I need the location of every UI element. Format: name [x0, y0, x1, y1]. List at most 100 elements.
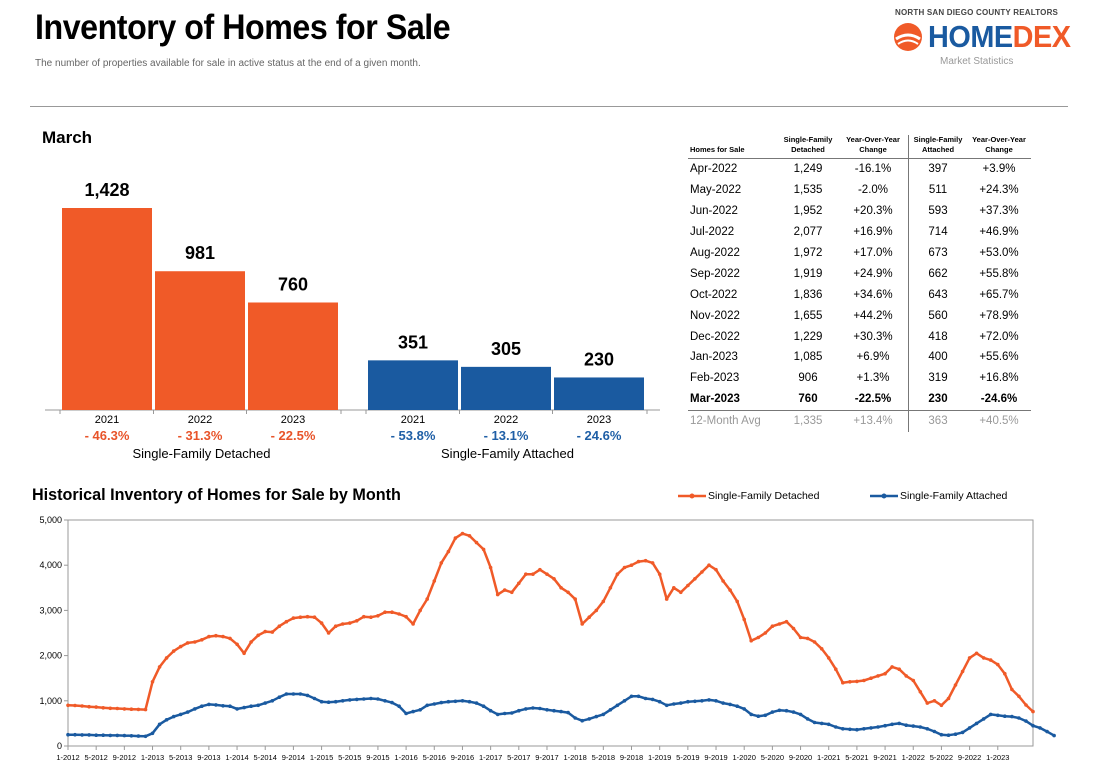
data-point-detached — [524, 572, 528, 576]
data-point-attached — [531, 706, 535, 710]
data-point-attached — [510, 711, 514, 715]
data-point-attached — [383, 699, 387, 703]
data-point-detached — [918, 690, 923, 694]
data-point-attached — [777, 708, 782, 713]
brand-name: HOMEDEX — [928, 19, 1071, 55]
data-point-detached — [629, 563, 634, 567]
data-point-attached — [129, 734, 134, 738]
data-point-detached — [397, 612, 401, 616]
data-point-attached — [319, 699, 324, 704]
data-point-attached — [340, 699, 345, 703]
data-point-attached — [312, 696, 317, 701]
data-point-detached — [495, 592, 500, 597]
data-point-attached — [749, 712, 753, 717]
bar-attached-2021 — [368, 360, 458, 410]
data-point-detached — [897, 667, 901, 671]
data-point-attached — [193, 707, 197, 711]
data-point-detached — [249, 640, 253, 644]
page-subtitle: The number of properties available for s… — [35, 58, 421, 69]
data-point-detached — [200, 638, 204, 642]
table-cell-detached-change: +20.3% — [853, 205, 893, 218]
data-point-attached — [798, 712, 803, 717]
table-cell-detached-change: +44.2% — [853, 309, 893, 322]
data-point-detached — [418, 608, 423, 613]
line-chart-plot-frame — [67, 519, 1034, 747]
table-cell-detached: 1,535 — [793, 184, 823, 197]
data-point-detached — [777, 622, 782, 626]
data-point-detached — [707, 563, 711, 567]
data-point-attached — [481, 704, 486, 708]
x-axis-tick-label: 5-2021 — [845, 753, 868, 762]
x-axis-tick-label: 9-2020 — [789, 753, 812, 762]
data-point-attached — [657, 699, 662, 704]
data-point-attached — [143, 734, 148, 739]
data-point-detached — [650, 561, 655, 565]
data-point-detached — [855, 679, 859, 684]
legend-label: Single-Family Detached — [708, 490, 820, 502]
table-cell-detached: 1,335 — [793, 415, 823, 428]
data-point-detached — [805, 636, 810, 641]
data-point-attached — [305, 693, 310, 698]
data-point-detached — [214, 633, 218, 638]
data-point-detached — [510, 590, 514, 595]
y-axis-tick-label: 4,000 — [39, 560, 62, 570]
data-point-attached — [996, 713, 1000, 718]
table-cell-detached: 2,077 — [793, 226, 823, 239]
data-point-attached — [763, 713, 768, 718]
data-point-detached — [291, 616, 296, 620]
data-point-attached — [446, 699, 451, 704]
data-point-attached — [453, 699, 458, 704]
data-point-detached — [791, 626, 796, 631]
data-point-detached — [911, 678, 916, 683]
data-point-attached — [404, 711, 408, 716]
x-axis-tick-label: 1-2020 — [733, 753, 756, 762]
data-point-attached — [1052, 733, 1056, 738]
data-point-detached — [996, 662, 1000, 667]
data-point-detached — [559, 586, 563, 590]
data-point-attached — [277, 695, 282, 699]
data-point-detached — [136, 707, 141, 712]
table-row: Feb-2023 906 +1.3% 319 +16.8% — [688, 367, 1031, 389]
data-point-detached — [763, 631, 768, 635]
data-point-attached — [594, 714, 599, 719]
data-point-detached — [883, 671, 887, 676]
line-chart-title: Historical Inventory of Homes for Sale b… — [32, 485, 401, 504]
x-axis-tick-label: 9-2019 — [704, 753, 727, 762]
bar-change-label: - 22.5% — [271, 428, 316, 443]
table-row: Sep-2022 1,919 +24.9% 662 +55.8% — [688, 263, 1031, 285]
bar-value-label: 305 — [491, 339, 521, 359]
data-point-attached — [742, 707, 746, 711]
table-header-detached-change: Year-Over-Year Change — [838, 135, 909, 159]
data-point-detached — [376, 614, 380, 618]
table-cell-detached-change: +17.0% — [853, 247, 893, 259]
data-point-attached — [664, 703, 669, 708]
data-point-detached — [679, 590, 683, 595]
table-cell-detached: 1,972 — [793, 247, 823, 259]
bar-group-label: Single-Family Detached — [132, 446, 270, 461]
data-point-detached — [615, 572, 620, 576]
data-point-detached — [446, 549, 451, 554]
data-point-attached — [890, 722, 894, 727]
bar-change-label: - 53.8% — [391, 428, 436, 443]
data-point-attached — [967, 726, 972, 730]
table-cell-detached-change: +16.9% — [853, 226, 893, 239]
data-point-attached — [87, 733, 91, 737]
data-point-attached — [221, 704, 225, 708]
table-row: Mar-2023 760 -22.5% 230 -24.6% — [688, 388, 1031, 411]
data-point-attached — [1045, 729, 1049, 734]
data-point-detached — [80, 704, 84, 708]
table-cell-detached: 1,655 — [793, 309, 823, 322]
data-point-attached — [80, 733, 84, 737]
data-point-attached — [580, 718, 584, 723]
table-cell-detached-change: -16.1% — [854, 163, 892, 176]
y-axis-tick-label: 3,000 — [39, 605, 62, 615]
data-point-attached — [805, 717, 810, 721]
data-point-detached — [193, 640, 197, 644]
data-point-attached — [784, 708, 789, 713]
data-point-attached — [721, 701, 725, 705]
data-point-detached — [312, 615, 317, 619]
data-point-attached — [207, 702, 211, 707]
brand-name-home: HOME — [928, 19, 1013, 54]
data-point-attached — [538, 706, 542, 711]
table-cell-attached: 319 — [908, 367, 967, 389]
